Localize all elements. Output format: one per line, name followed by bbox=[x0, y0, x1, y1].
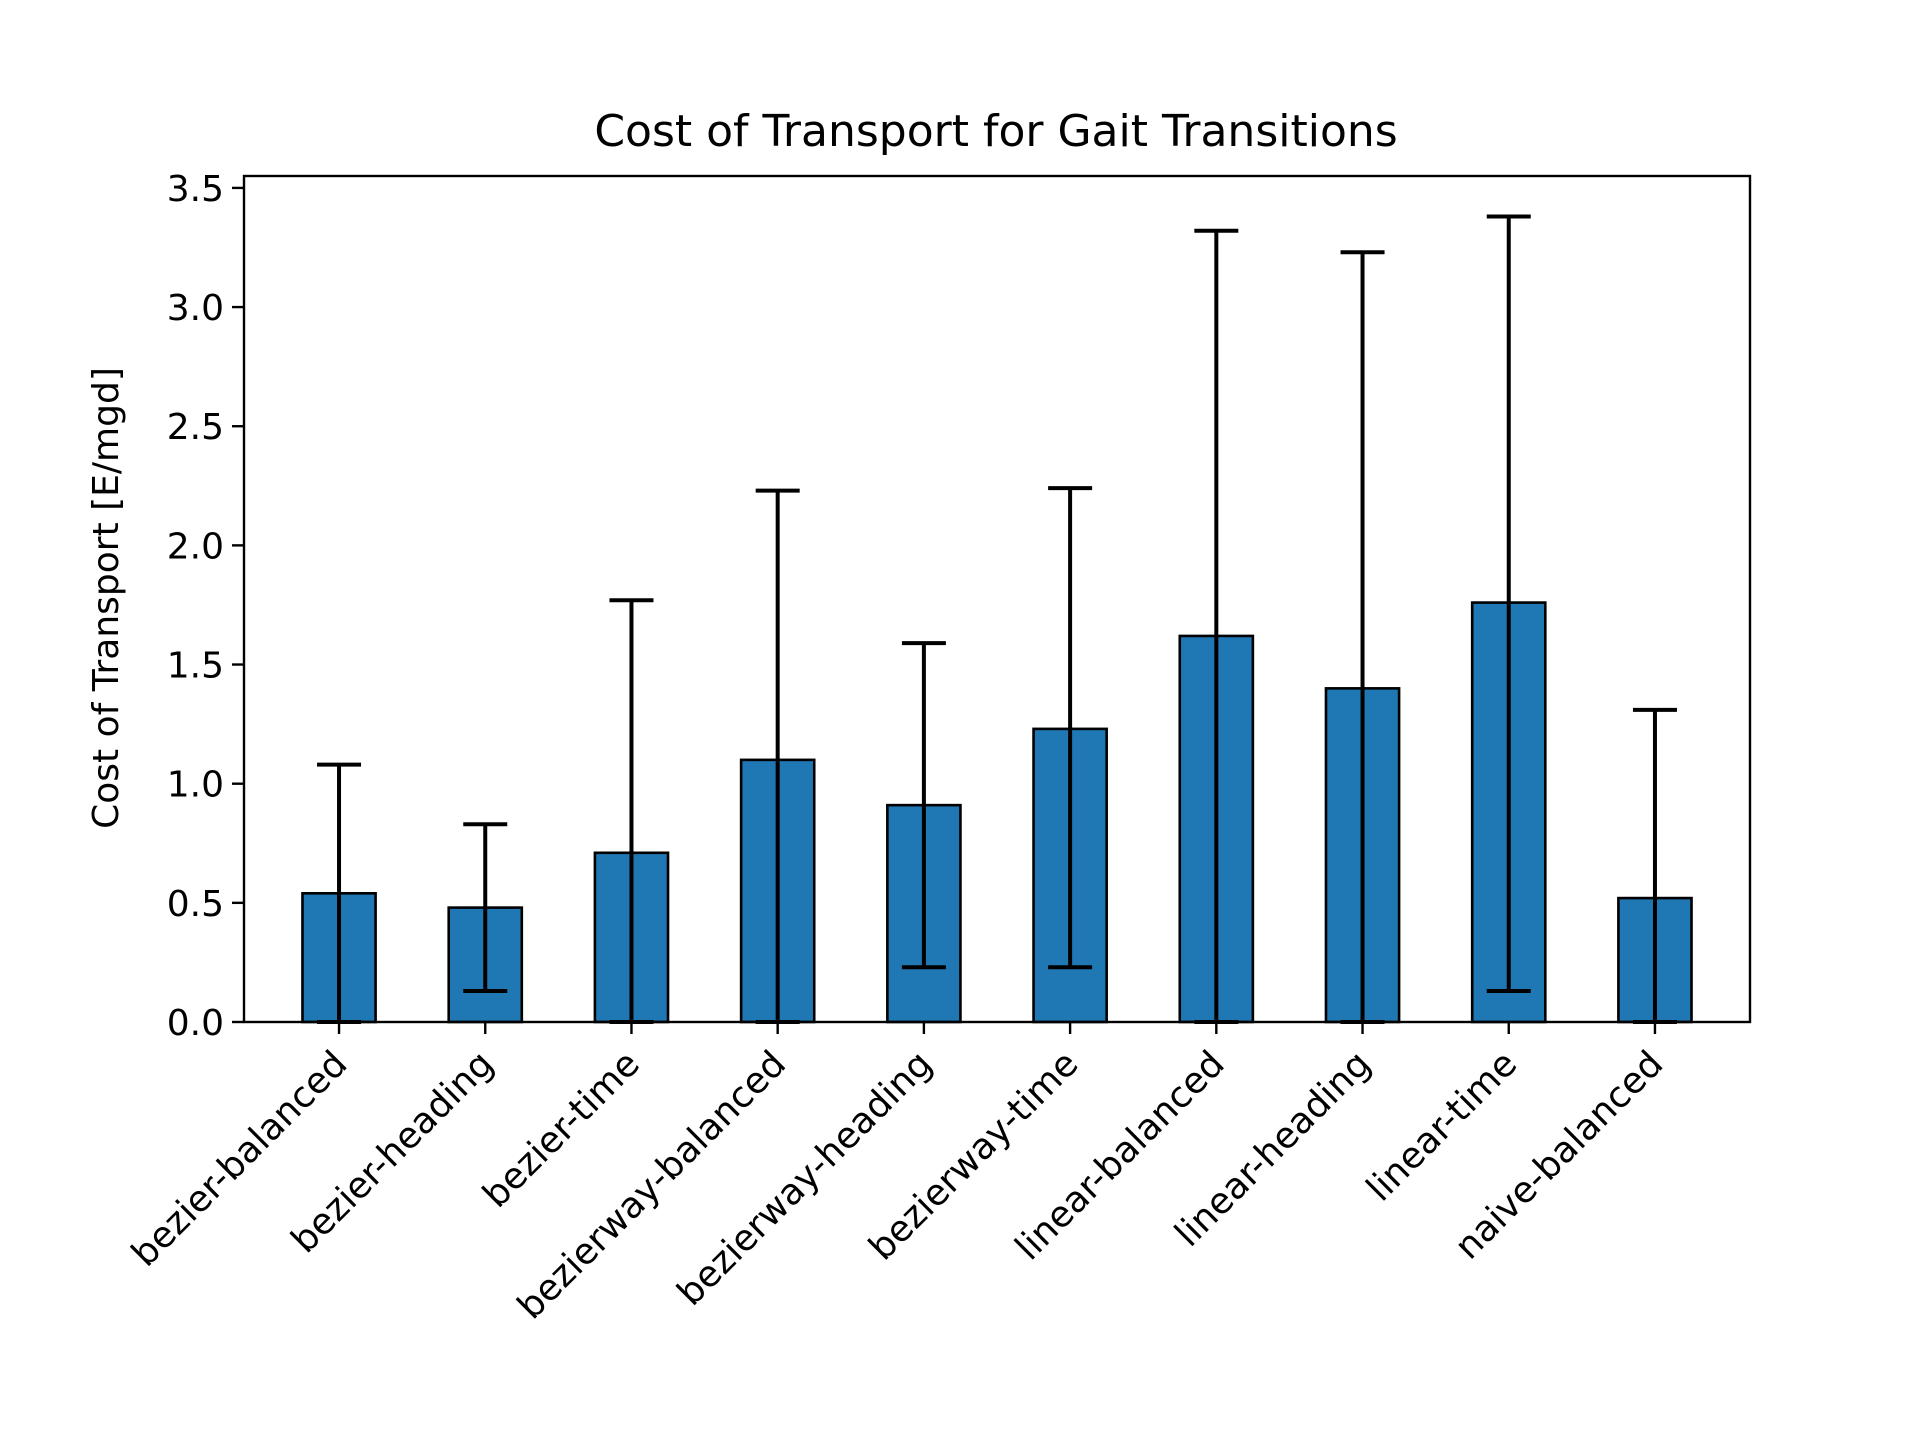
x-axis: bezier-balancedbezier-headingbezier-time… bbox=[124, 1022, 1671, 1327]
x-tick-label-bezierway-balanced: bezierway-balanced bbox=[510, 1043, 794, 1327]
y-tick-label: 3.0 bbox=[167, 288, 224, 329]
bars-layer bbox=[301, 601, 1693, 1024]
y-tick-label: 1.5 bbox=[167, 646, 224, 687]
error-bar-bezierway-time bbox=[1048, 486, 1093, 970]
y-tick-label: 0.5 bbox=[167, 884, 224, 925]
error-bar-linear-time bbox=[1486, 214, 1531, 994]
chart-title: Cost of Transport for Gait Transitions bbox=[594, 106, 1397, 157]
error-bars-layer bbox=[317, 214, 1677, 1024]
error-bar-bezierway-heading bbox=[901, 641, 946, 970]
y-tick-label: 2.0 bbox=[167, 526, 224, 567]
y-tick-label: 0.0 bbox=[167, 1003, 224, 1044]
error-bar-bezier-heading bbox=[463, 822, 508, 994]
y-tick-label: 3.5 bbox=[167, 169, 224, 210]
x-tick-label-bezierway-heading: bezierway-heading bbox=[670, 1043, 941, 1314]
plot-frame bbox=[242, 174, 1752, 1024]
y-tick-label: 2.5 bbox=[167, 407, 224, 448]
y-axis: 0.0 0.5 1.0 1.5 2.0 2.5 3.0 3.5 bbox=[167, 169, 244, 1044]
y-tick-label: 1.0 bbox=[167, 765, 224, 806]
y-axis-label: Cost of Transport [E/mgd] bbox=[86, 367, 127, 829]
